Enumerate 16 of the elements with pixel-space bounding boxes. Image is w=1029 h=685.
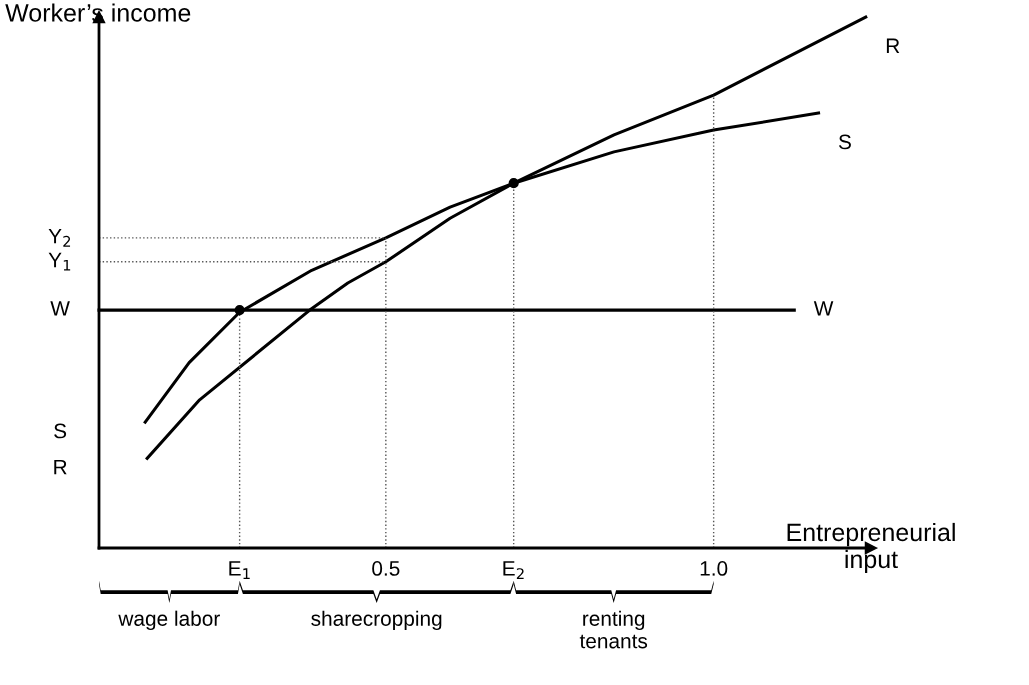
x-tick-label: 0.5 [372,561,400,576]
x-tick-label: 1.0 [700,561,728,576]
text: R [54,459,67,475]
text: W [50,301,70,316]
text: sharecropping [311,610,442,631]
annotation: Y$_{1}$ [48,252,71,271]
text: wage labor [118,610,220,631]
annotation: E$_{2}$ [503,561,524,579]
text: S [54,423,67,439]
annotation: E$_{1}$ [229,561,250,579]
series-label: S [838,134,851,150]
series-label: W [813,301,834,316]
annotation: Y$_{2}$ [48,228,71,247]
text: renting tenants [579,610,648,649]
series-label: R [886,38,900,53]
x-axis-title: Entrepreneurial input [787,522,955,574]
